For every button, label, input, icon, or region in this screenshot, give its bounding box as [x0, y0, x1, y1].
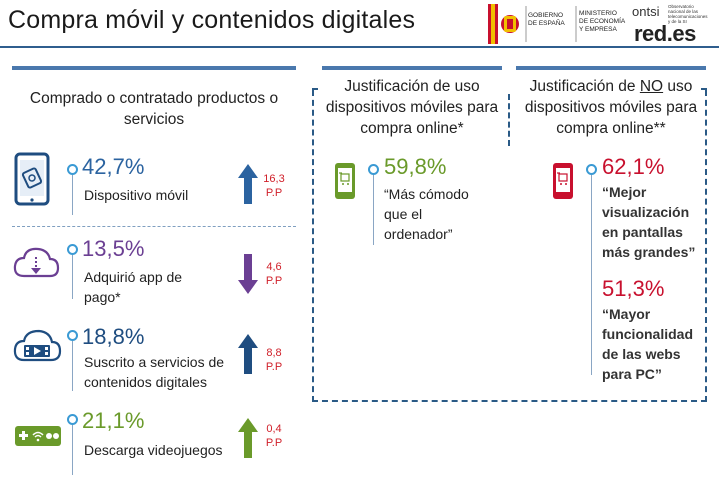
left-section-bar — [12, 66, 296, 70]
pp-unit: P.P — [265, 275, 283, 287]
gobierno-logo: GOBIERNO DE ESPAÑA MINISTERIO DE ECONOMÍ… — [488, 4, 626, 44]
ontsi-sub1: Observatorio — [668, 4, 694, 9]
redes-brand: red.es — [634, 21, 696, 46]
page-title: Compra móvil y contenidos digitales — [8, 6, 416, 34]
connector-line — [373, 175, 374, 245]
right-percentage-1: 62,1% — [602, 154, 665, 179]
connector-dot — [368, 164, 379, 175]
pp-unit: P.P — [265, 187, 283, 199]
item-divider — [12, 226, 296, 227]
stat-item-digital-subscription: 18,8% Suscrito a servicios de contenidos… — [12, 322, 302, 392]
right-section-bar — [516, 66, 706, 70]
gob-line5: Y EMPRESA — [579, 26, 617, 33]
stat-item-videogames: 21,1% Descarga videojuegos 0,4 P.P — [12, 406, 302, 476]
arrow-up-icon — [238, 418, 258, 463]
arrow-up-icon — [238, 334, 258, 379]
ontsi-sub3: telecomunicaciones — [668, 14, 708, 19]
connector-dot — [67, 330, 78, 341]
stat-item-paid-app: 13,5% Adquirió app de pago* 4,6 P.P — [12, 234, 302, 305]
gobierno-text: GOBIERNO DE ESPAÑA — [528, 12, 565, 28]
header-rule — [0, 46, 719, 48]
tablet-icon — [14, 152, 50, 211]
connector-line — [72, 175, 73, 215]
dashed-box-cap-left — [312, 88, 318, 90]
dashed-divider — [508, 94, 510, 146]
connector-dot — [67, 414, 78, 425]
pp-value: 4,6 — [266, 261, 282, 273]
stat-label: Adquirió app de pago* — [84, 269, 183, 305]
stat-percentage: 42,7% — [82, 154, 145, 179]
cloud-video-icon — [12, 326, 62, 371]
right-percentage-2: 51,3% — [602, 276, 665, 301]
gob-line3: MINISTERIO — [579, 10, 617, 17]
connector-line — [72, 255, 73, 299]
pp-change: 4,6 P.P — [262, 260, 286, 288]
pp-change: 0,4 P.P — [262, 422, 286, 450]
phone-cart-icon — [552, 162, 574, 205]
right-heading-pre: Justificación de — [529, 78, 640, 95]
ontsi-logo: ontsi Observatorio nacional de las telec… — [632, 4, 716, 46]
connector-line — [72, 341, 73, 391]
pp-value: 8,8 — [266, 347, 282, 359]
middle-label: “Más cómodo que el ordenador” — [384, 186, 469, 242]
arrow-up-icon — [238, 164, 258, 209]
pp-value: 16,3 — [263, 173, 285, 185]
middle-percentage: 59,8% — [384, 154, 447, 179]
ontsi-sub4: y de la SI — [668, 19, 687, 24]
stat-percentage: 18,8% — [82, 324, 145, 349]
stat-item-mobile-device: 42,7% Dispositivo móvil 16,3 P.P — [12, 150, 302, 220]
connector-line — [591, 175, 592, 375]
connector-dot — [586, 164, 597, 175]
right-heading-post: uso dispositivos móviles para compra onl… — [524, 78, 698, 137]
ontsi-subtext: Observatorio nacional de las telecomunic… — [668, 4, 708, 24]
pp-unit: P.P — [265, 437, 283, 449]
pp-unit: P.P — [265, 361, 283, 373]
gobierno-logo-graphic — [488, 4, 577, 44]
ministerio-text: MINISTERIO DE ECONOMÍA Y EMPRESA — [579, 10, 625, 34]
right-label-1: “Mejor visualización en pantallas más gr… — [602, 184, 696, 260]
stat-label: Dispositivo móvil — [84, 187, 189, 203]
connector-dot — [67, 244, 78, 255]
left-heading: Comprado o contratado productos o servic… — [29, 90, 279, 128]
stat-percentage: 21,1% — [82, 408, 145, 433]
middle-heading: Justificación de uso dispositivos móvile… — [325, 78, 499, 137]
stat-percentage: 13,5% — [82, 236, 145, 261]
justification-box — [312, 90, 707, 402]
ontsi-word: ontsi — [632, 4, 660, 19]
phone-cart-icon — [334, 162, 356, 205]
gamepad-icon — [14, 422, 62, 455]
right-heading-no: NO — [639, 78, 664, 95]
gob-line1: GOBIERNO — [528, 12, 564, 19]
stat-label: Suscrito a servicios de contenidos digit… — [84, 354, 225, 390]
right-label-2: “Mayor funcionalidad de las webs para PC… — [602, 306, 693, 382]
middle-section-bar — [322, 66, 502, 70]
arrow-down-icon — [238, 254, 258, 299]
pp-value: 0,4 — [266, 423, 282, 435]
right-heading: Justificación de NO uso dispositivos móv… — [514, 76, 708, 139]
stat-label: Descarga videojuegos — [84, 442, 223, 458]
pp-change: 16,3 P.P — [262, 172, 286, 200]
gob-line4: DE ECONOMÍA — [579, 18, 626, 25]
connector-line — [72, 425, 73, 475]
gob-line2: DE ESPAÑA — [528, 20, 565, 27]
ontsi-sub2: nacional de las — [668, 9, 699, 14]
dashed-box-cap-right — [701, 88, 707, 90]
pp-change: 8,8 P.P — [262, 346, 286, 374]
cloud-download-icon — [12, 244, 60, 289]
connector-dot — [67, 164, 78, 175]
